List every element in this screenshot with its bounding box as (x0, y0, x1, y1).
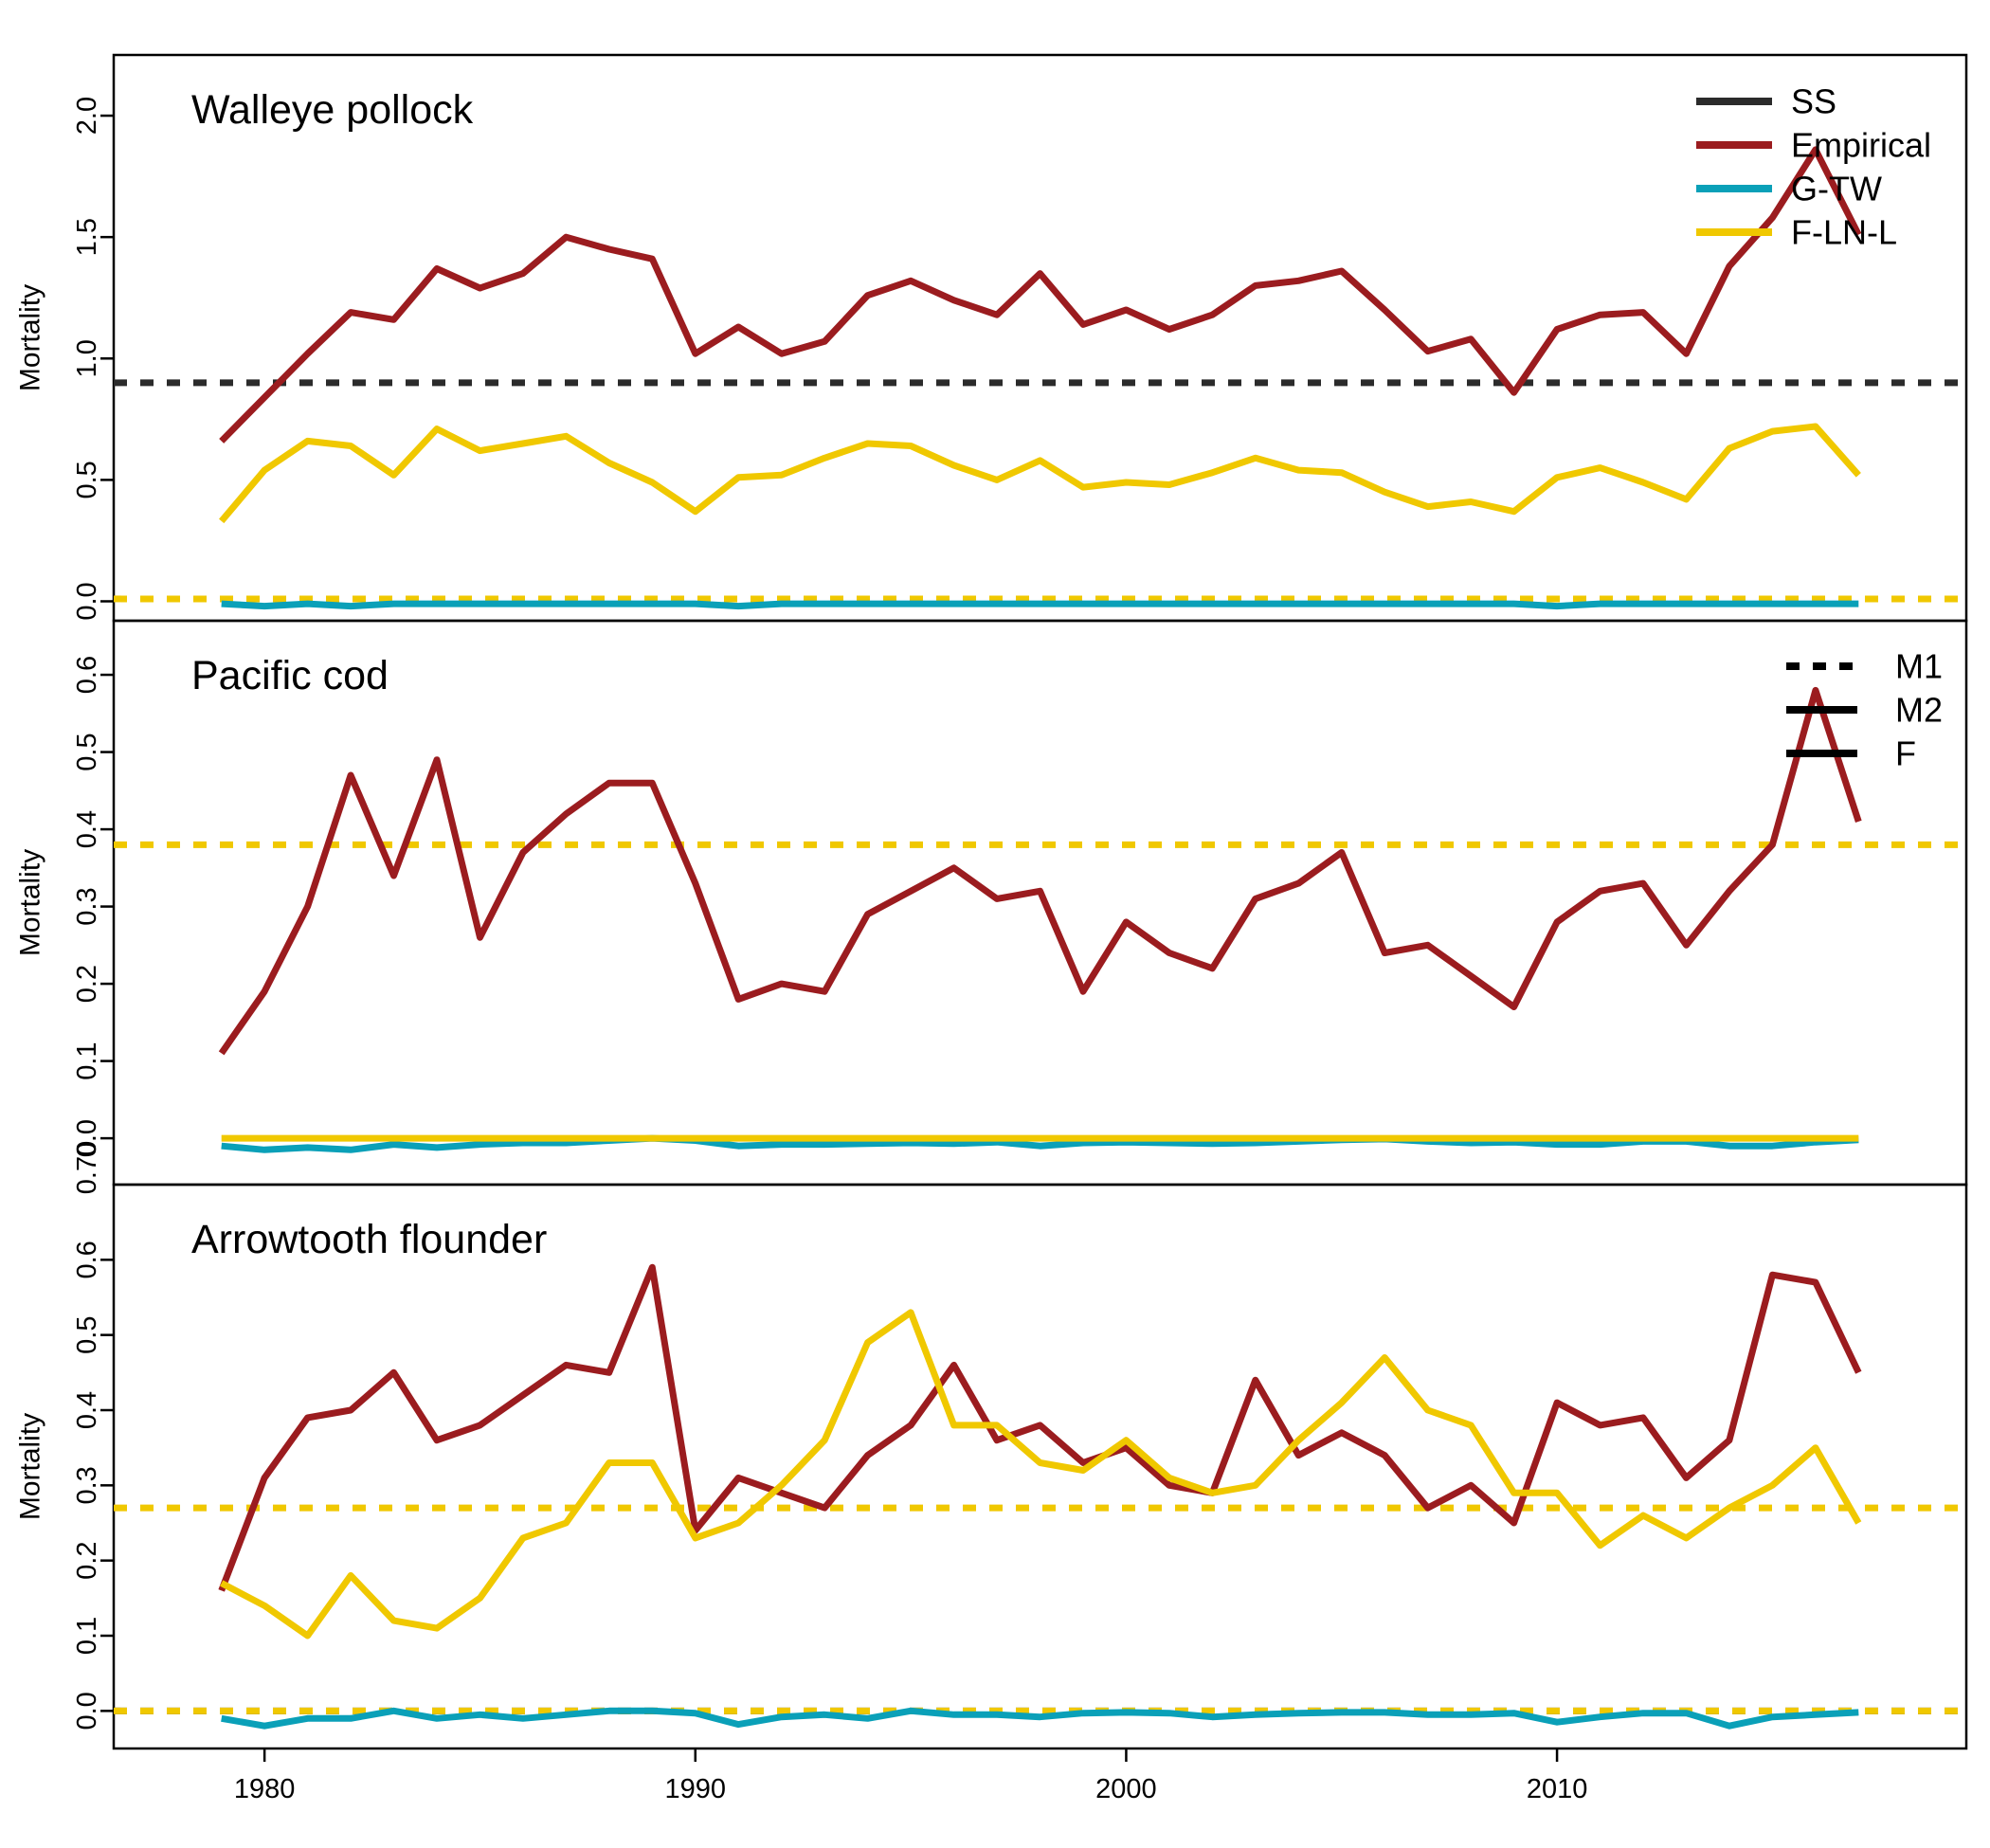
y-tick-label: 0.5 (72, 733, 102, 770)
x-tick-label: 1990 (665, 1774, 727, 1804)
panel-title: Arrowtooth flounder (191, 1217, 547, 1262)
legend-label-empirical: Empirical (1791, 126, 1931, 165)
panel-title: Walleye pollock (191, 87, 474, 133)
y-tick-label: 0.3 (72, 1466, 102, 1504)
legend-label-f-ln-l: F-LN-L (1791, 213, 1897, 252)
y-tick-label: 1.0 (72, 339, 102, 377)
x-tick-label: 2010 (1527, 1774, 1588, 1804)
y-tick-label: 0.0 (72, 1692, 102, 1730)
y-tick-label: 0.3 (72, 887, 102, 925)
y-axis-label: Mortality (15, 1413, 46, 1520)
legend: SS Empirical G-TW F-LN-L M1 M2 F (1696, 82, 1943, 773)
y-tick-label: 0.0 (72, 582, 102, 620)
y-tick-label: 0.2 (72, 1542, 102, 1580)
series-g-tw-m2-line (221, 1134, 1859, 1153)
x-tick-label: 1980 (234, 1774, 296, 1804)
series-g-tw-m2-line (221, 1707, 1859, 1730)
panel-frame (112, 1183, 1968, 1750)
y-tick-label: 0.4 (72, 1391, 102, 1429)
y-tick-label: 1.5 (72, 218, 102, 256)
panel-title: Pacific cod (191, 653, 389, 698)
series-f-ln-l-m2-line (220, 1309, 1862, 1640)
y-tick-label: 0.2 (72, 965, 102, 1003)
y-tick-label: 0.5 (72, 1316, 102, 1354)
y-tick-label: 0.4 (72, 810, 102, 848)
y-tick-label: 0.0 (72, 1119, 102, 1157)
y-tick-label: 2.0 (72, 97, 102, 135)
series-empirical-m2-line (218, 1263, 1862, 1592)
y-tick-label: 0.1 (72, 1617, 102, 1655)
legend-label-m2: M2 (1895, 691, 1943, 730)
y-axis-label: Mortality (15, 849, 46, 956)
series-empirical-m2-line (219, 146, 1862, 444)
y-tick-label: 0.1 (72, 1042, 102, 1079)
legend-label-ss: SS (1791, 82, 1836, 121)
panel-frame (112, 53, 1968, 623)
panel-frame (112, 619, 1968, 1187)
series-g-tw-m2-line (221, 600, 1859, 610)
panel-walleye-pollock: 0.0 0.5 1.0 1.5 2.0 Mortality Walleye pollock (15, 53, 1968, 623)
panel-arrowtooth-flounder: 0.0 0.1 0.2 0.3 0.4 0.5 0.6 0.70 Mortality Arrowt… (15, 1141, 1968, 1750)
x-tick-label: 2000 (1095, 1774, 1157, 1804)
y-tick-label: 0.70 (72, 1141, 102, 1194)
y-tick-label: 0.5 (72, 461, 102, 498)
y-tick-label: 0.6 (72, 1241, 102, 1278)
legend-label-f: F (1895, 734, 1916, 773)
series-empirical-m2-line (218, 686, 1862, 1056)
y-tick-label: 0.6 (72, 656, 102, 694)
panel-pacific-cod: 0.0 0.1 0.2 0.3 0.4 0.5 0.6 Mortality Pacific co… (15, 619, 1968, 1187)
legend-label-m1: M1 (1895, 647, 1943, 686)
series-f-ln-l-m2-line (219, 423, 1861, 524)
legend-label-g-tw: G-TW (1791, 170, 1882, 208)
y-axis-label: Mortality (15, 284, 46, 391)
